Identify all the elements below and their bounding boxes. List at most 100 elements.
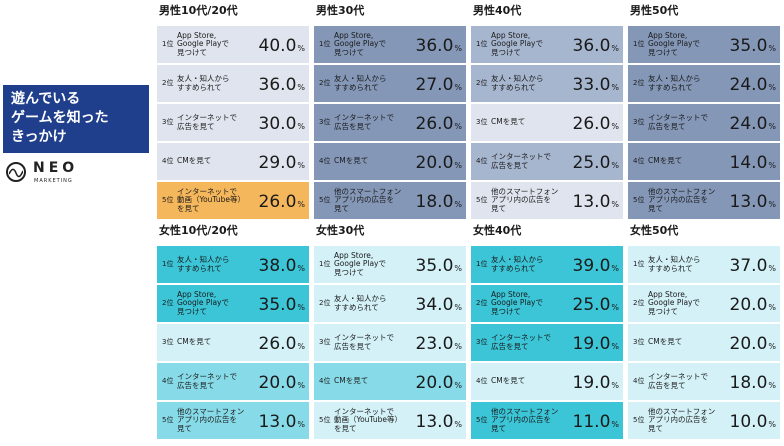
percent-value: 26.0%	[573, 104, 619, 141]
ranking-row: 2位 App Store, Google Playで 見つけて 25.0%	[471, 285, 623, 322]
percent-number: 34.0	[415, 295, 454, 315]
percent-number: 24.0	[729, 75, 768, 95]
percent-value: 27.0%	[416, 65, 462, 102]
percent-value: 11.0%	[573, 402, 619, 439]
rank-label: 3位	[319, 338, 331, 346]
reason-label: App Store, Google Playで 見つけて	[177, 30, 229, 57]
percent-number: 33.0	[572, 75, 611, 95]
ranking-row: 1位 App Store, Google Playで 見つけて 35.0%	[314, 246, 466, 283]
ranking-row: 5位 インターネットで 動画（YouTube等） を見て 13.0%	[314, 402, 466, 439]
percent-sign: %	[611, 122, 619, 131]
reason-label: インターネットで 広告を見て	[491, 152, 551, 170]
ranking-row: 2位 友人・知人から すすめられて 34.0%	[314, 285, 466, 322]
rank-label: 5位	[633, 196, 645, 204]
rank-label: 4位	[162, 157, 174, 165]
ranking-row: 3位 CMを見て 26.0%	[157, 324, 309, 361]
group-f50: 女性50代 1位 友人・知人から すすめられて 37.0% 2位 App Store, G…	[628, 222, 780, 441]
rank-label: 1位	[476, 260, 488, 268]
rank-label: 3位	[162, 118, 174, 126]
ranking-row: 1位 友人・知人から すすめられて 38.0%	[157, 246, 309, 283]
percent-sign: %	[611, 83, 619, 92]
ranking-row: 2位 友人・知人から すすめられて 27.0%	[314, 65, 466, 102]
ranking-row: 4位 CMを見て 29.0%	[157, 143, 309, 180]
reason-label: インターネットで 広告を見て	[177, 372, 237, 390]
percent-sign: %	[454, 303, 462, 312]
percent-value: 19.0%	[573, 324, 619, 361]
rank-label: 4位	[476, 377, 488, 385]
percent-value: 13.0%	[416, 402, 462, 439]
percent-sign: %	[297, 122, 305, 131]
percent-sign: %	[768, 122, 776, 131]
ranking-row: 5位 他のスマートフォン アプリ内の広告を 見て 13.0%	[628, 182, 780, 219]
percent-number: 20.0	[729, 334, 768, 354]
rank-label: 4位	[633, 157, 645, 165]
reason-label: CMを見て	[648, 156, 683, 166]
percent-number: 38.0	[258, 256, 297, 276]
rank-label: 5位	[162, 416, 174, 424]
percent-number: 18.0	[415, 192, 454, 212]
reason-label: CMを見て	[334, 156, 369, 166]
ranking-row: 4位 CMを見て 20.0%	[314, 143, 466, 180]
percent-sign: %	[611, 44, 619, 53]
percent-value: 29.0%	[259, 143, 305, 180]
group-title: 女性10代/20代	[159, 224, 238, 237]
rank-label: 3位	[476, 118, 488, 126]
percent-number: 13.0	[258, 412, 297, 432]
rank-label: 2位	[633, 299, 645, 307]
rank-label: 4位	[633, 377, 645, 385]
percent-sign: %	[454, 200, 462, 209]
percent-sign: %	[454, 83, 462, 92]
percent-value: 14.0%	[730, 143, 776, 180]
rank-label: 1位	[162, 40, 174, 48]
percent-sign: %	[768, 83, 776, 92]
reason-label: CMを見て	[334, 376, 369, 386]
ranking-row: 4位 インターネットで 広告を見て 18.0%	[628, 363, 780, 400]
percent-number: 36.0	[415, 36, 454, 56]
percent-number: 20.0	[729, 295, 768, 315]
percent-sign: %	[768, 264, 776, 273]
logo-subtitle: MARKETING	[34, 178, 73, 184]
percent-number: 29.0	[258, 153, 297, 173]
percent-sign: %	[611, 200, 619, 209]
ranking-row: 4位 CMを見て 14.0%	[628, 143, 780, 180]
reason-label: CMを見て	[491, 117, 526, 127]
reason-label: CMを見て	[648, 337, 683, 347]
reason-label: App Store, Google Playで 見つけて	[491, 30, 543, 57]
percent-sign: %	[768, 44, 776, 53]
percent-number: 25.0	[572, 153, 611, 173]
percent-sign: %	[611, 420, 619, 429]
percent-sign: %	[297, 83, 305, 92]
percent-number: 26.0	[258, 192, 297, 212]
percent-value: 39.0%	[573, 246, 619, 283]
ranking-row: 1位 友人・知人から すすめられて 39.0%	[471, 246, 623, 283]
percent-value: 40.0%	[259, 26, 305, 63]
percent-value: 26.0%	[259, 324, 305, 361]
reason-label: App Store, Google Playで 見つけて	[177, 289, 229, 316]
percent-number: 40.0	[258, 36, 297, 56]
rank-label: 2位	[319, 299, 331, 307]
ranking-row: 2位 App Store, Google Playで 見つけて 20.0%	[628, 285, 780, 322]
rank-label: 1位	[633, 260, 645, 268]
percent-value: 13.0%	[573, 182, 619, 219]
percent-value: 20.0%	[416, 363, 462, 400]
percent-value: 34.0%	[416, 285, 462, 322]
percent-number: 13.0	[572, 192, 611, 212]
rank-label: 2位	[319, 79, 331, 87]
ranking-row: 3位 CMを見て 26.0%	[471, 104, 623, 141]
logo-wave-icon	[6, 162, 26, 182]
percent-sign: %	[297, 303, 305, 312]
percent-value: 25.0%	[573, 143, 619, 180]
percent-value: 25.0%	[573, 285, 619, 322]
percent-number: 37.0	[729, 256, 768, 276]
percent-number: 26.0	[572, 114, 611, 134]
group-m30: 男性30代 1位 App Store, Google Playで 見つけて 36.0%…	[314, 2, 466, 221]
percent-sign: %	[297, 161, 305, 170]
percent-sign: %	[611, 303, 619, 312]
percent-sign: %	[768, 161, 776, 170]
percent-value: 33.0%	[573, 65, 619, 102]
percent-value: 26.0%	[416, 104, 462, 141]
rank-label: 2位	[633, 79, 645, 87]
rank-label: 4位	[476, 157, 488, 165]
percent-sign: %	[768, 381, 776, 390]
reason-label: インターネットで 広告を見て	[491, 333, 551, 351]
